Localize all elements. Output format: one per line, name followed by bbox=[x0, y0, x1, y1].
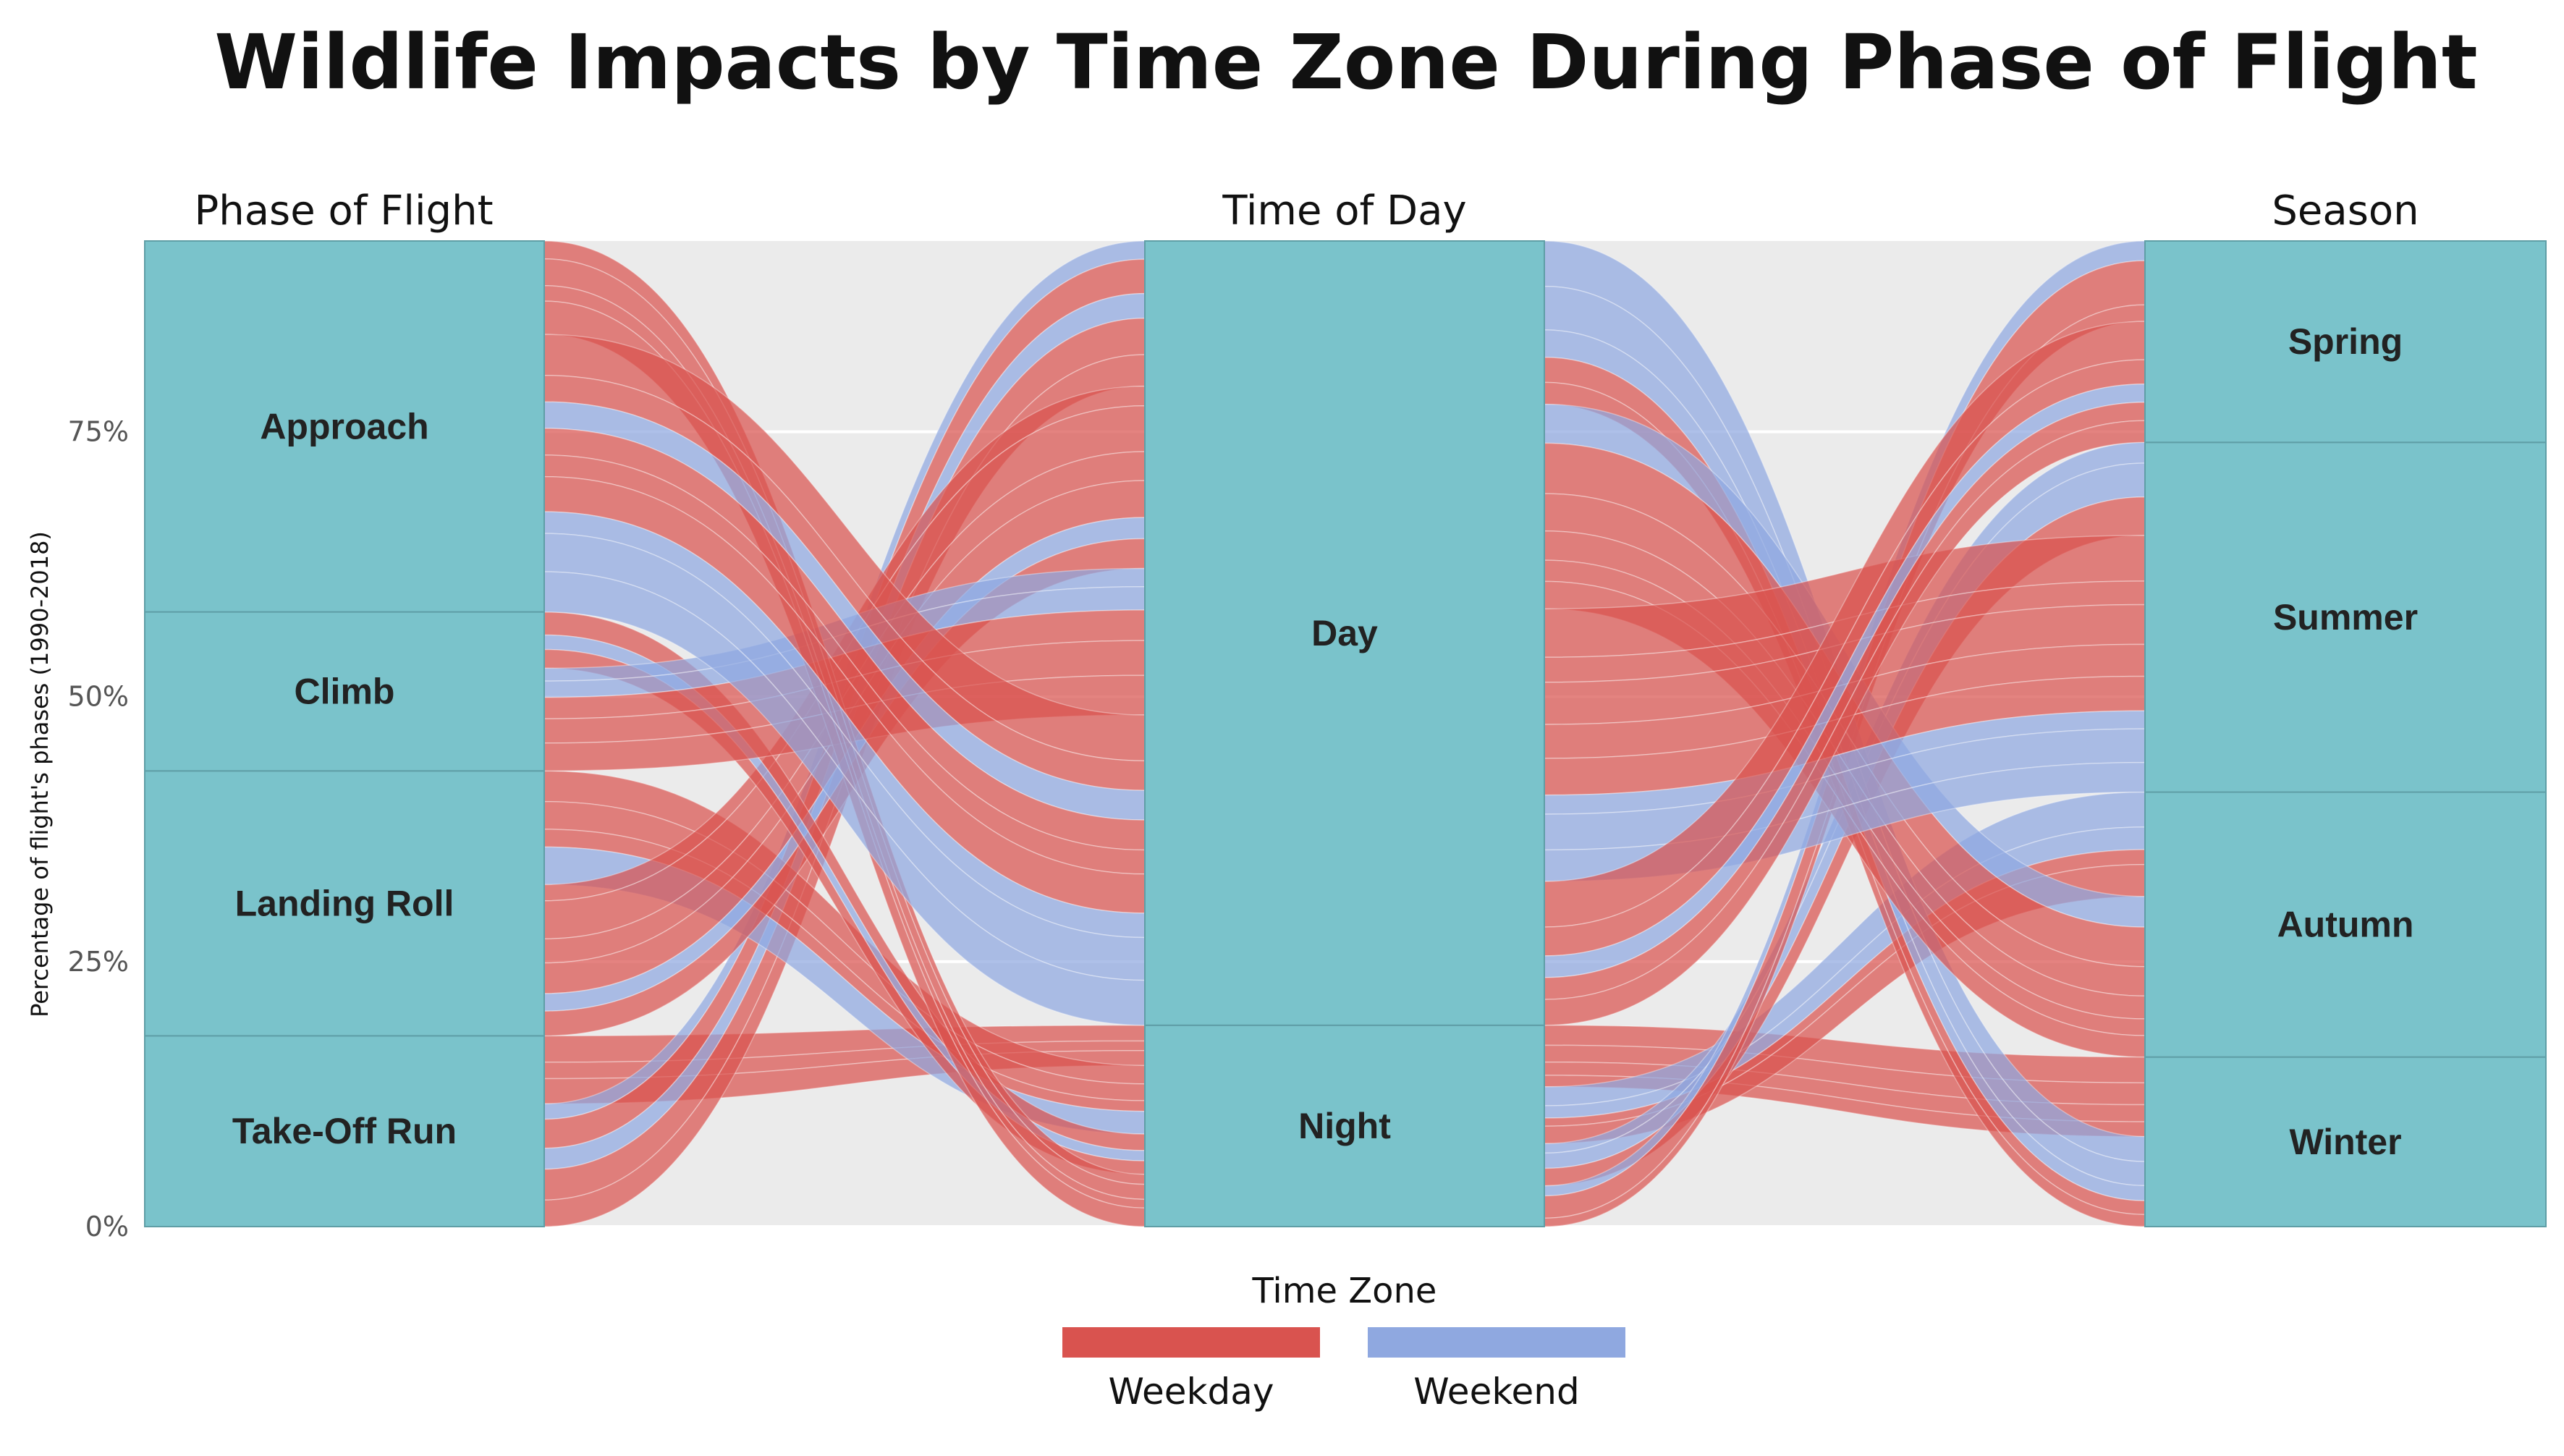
stratum-label-winter: Winter bbox=[2289, 1122, 2401, 1162]
stratum-label-autumn: Autumn bbox=[2277, 905, 2414, 945]
stratum-take-off-run bbox=[144, 1035, 545, 1227]
strata-boxes: Take-Off Run Landing Roll Climb Approach Nig… bbox=[144, 240, 2547, 1227]
y-tick-label-0: 0% bbox=[85, 1211, 129, 1243]
y-tick-label-25: 25% bbox=[68, 946, 129, 978]
y-axis-title: Percentage of flight's phases (1990-2018… bbox=[26, 531, 54, 1017]
flow-bands bbox=[543, 240, 2146, 1227]
stratum-landing-roll bbox=[144, 770, 545, 1037]
stratum-climb bbox=[144, 611, 545, 772]
stratum-day bbox=[1144, 240, 1545, 1026]
y-tick-label-50: 50% bbox=[68, 681, 129, 713]
stratum-spring bbox=[2144, 240, 2547, 444]
stratum-label-landing-roll: Landing Roll bbox=[235, 883, 454, 923]
stratum-summer bbox=[2144, 441, 2547, 793]
stratum-label-spring: Spring bbox=[2288, 321, 2403, 362]
axis-header-season: Season bbox=[2272, 187, 2419, 234]
stratum-label-approach: Approach bbox=[260, 406, 428, 446]
legend-label-weekend: Weekend bbox=[1413, 1371, 1579, 1413]
axis-header-phase-of-flight: Phase of Flight bbox=[194, 187, 493, 234]
legend: Time Zone Weekday Weekend bbox=[1062, 1271, 1625, 1413]
stratum-label-night: Night bbox=[1298, 1106, 1391, 1146]
chart-title: Wildlife Impacts by Time Zone During Pha… bbox=[214, 18, 2477, 106]
stratum-approach bbox=[144, 240, 545, 613]
axis-header-time-of-day: Time of Day bbox=[1222, 187, 1466, 234]
stratum-autumn bbox=[2144, 791, 2547, 1058]
legend-label-weekday: Weekday bbox=[1109, 1371, 1274, 1413]
stratum-label-day: Day bbox=[1311, 613, 1378, 653]
legend-swatch-weekend bbox=[1368, 1327, 1625, 1358]
stratum-label-climb: Climb bbox=[295, 671, 395, 711]
legend-title: Time Zone bbox=[1252, 1271, 1437, 1311]
stratum-label-summer: Summer bbox=[2273, 597, 2418, 638]
stratum-label-take-off-run: Take-Off Run bbox=[232, 1111, 457, 1151]
legend-swatch-weekday bbox=[1062, 1327, 1320, 1358]
stratum-winter bbox=[2144, 1056, 2547, 1227]
y-tick-label-75: 75% bbox=[68, 416, 129, 448]
y-axis: 0% 25% 50% 75% bbox=[68, 416, 129, 1243]
